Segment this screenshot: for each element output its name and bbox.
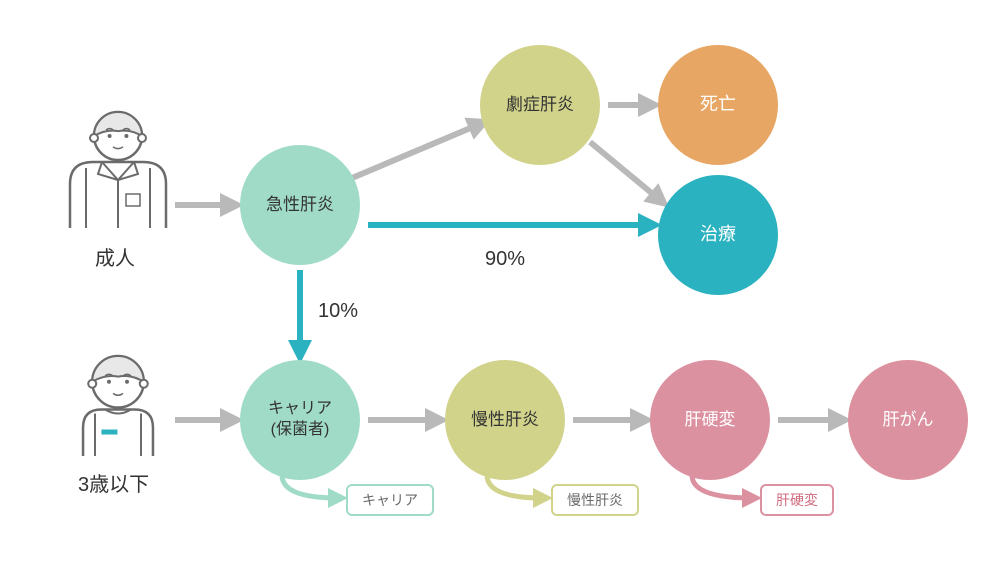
node-death-label: 死亡: [700, 93, 736, 116]
node-carrier-label: キャリア (保菌者): [268, 399, 332, 441]
node-chronic-label: 慢性肝炎: [471, 409, 539, 431]
node-treatment: 治療: [658, 175, 778, 295]
person-child-icon: [83, 356, 153, 456]
pill-carrier_pill: キャリア: [346, 484, 434, 516]
person-adult-icon: [70, 112, 166, 228]
node-cancer: 肝がん: [848, 360, 968, 480]
node-death: 死亡: [658, 45, 778, 165]
node-cirrhosis: 肝硬変: [650, 360, 770, 480]
edge-label-acute-to-carrier: 10%: [318, 300, 358, 323]
pill-cirrhosis_pill: 肝硬変: [760, 484, 834, 516]
node-fulminant-label: 劇症肝炎: [506, 94, 574, 116]
pill-chronic_pill: 慢性肝炎: [551, 484, 639, 516]
person-adult-label: 成人: [95, 242, 135, 271]
pill-chronic_pill-label: 慢性肝炎: [567, 490, 623, 510]
node-carrier: キャリア (保菌者): [240, 360, 360, 480]
node-fulminant: 劇症肝炎: [480, 45, 600, 165]
node-acute-label: 急性肝炎: [266, 194, 334, 216]
node-acute: 急性肝炎: [240, 145, 360, 265]
node-treatment-label: 治療: [700, 223, 736, 246]
edge-label-acute-to-treatment: 90%: [485, 248, 525, 271]
edge-acute-to-fulminant: [352, 124, 480, 178]
pill-carrier_pill-label: キャリア: [362, 490, 418, 510]
pill-cirrhosis_pill-label: 肝硬変: [776, 490, 818, 510]
person-child-label: 3歳以下: [78, 468, 149, 497]
node-chronic: 慢性肝炎: [445, 360, 565, 480]
edge-fulminant-to-treatment: [590, 142, 660, 200]
node-cancer-label: 肝がん: [883, 409, 934, 431]
node-cirrhosis-label: 肝硬変: [685, 409, 736, 431]
